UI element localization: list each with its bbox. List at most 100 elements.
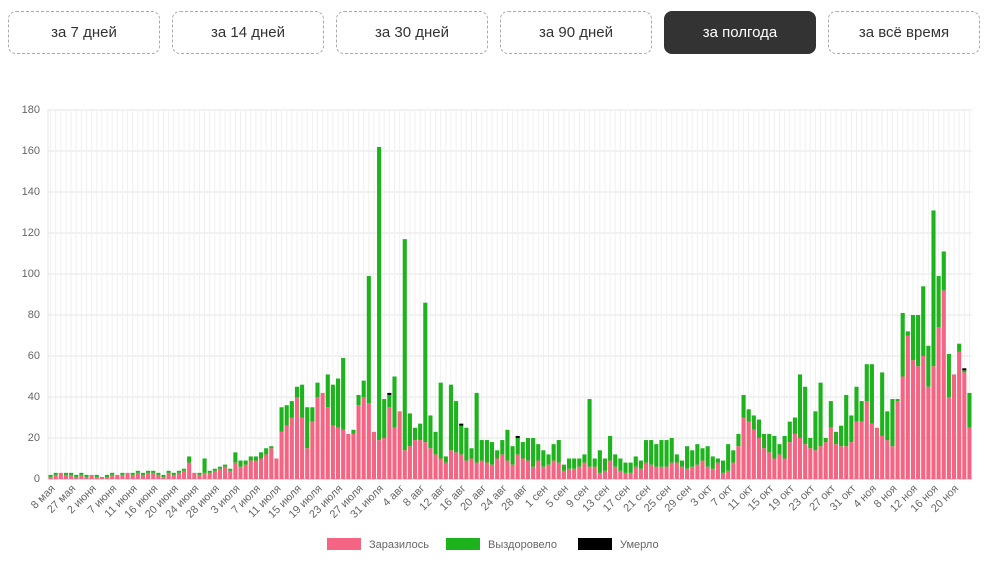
period-button[interactable]: за 90 дней [500, 11, 652, 54]
bar-segment [305, 407, 310, 449]
bar-segment [623, 472, 628, 479]
bar-segment [146, 470, 151, 473]
bar-segment [459, 425, 464, 455]
bar-segment [366, 403, 371, 479]
bar-segment [356, 405, 361, 479]
bar-segment [223, 466, 228, 479]
bar-segment [690, 450, 695, 467]
bar-segment [582, 454, 587, 463]
bar-segment [202, 458, 207, 473]
bar-segment [782, 435, 787, 459]
bar-segment [130, 472, 135, 475]
bar-segment [864, 401, 869, 479]
bar-segment [936, 327, 941, 479]
x-tick-label: 3 окт [688, 483, 714, 509]
bar-segment [412, 427, 418, 441]
bar-segment [685, 446, 690, 469]
bar-segment [212, 470, 217, 479]
bar-segment [962, 372, 967, 479]
bar-segment [515, 454, 520, 479]
bar-segment [587, 399, 592, 467]
bar-segment [361, 380, 366, 397]
bar-segment [120, 472, 125, 475]
bar-segment [649, 464, 654, 479]
bar-segment [890, 446, 895, 479]
bar-segment [849, 415, 854, 443]
bar-segment [633, 456, 638, 467]
bar-segment [582, 462, 587, 479]
bar-segment [556, 440, 561, 463]
bar-segment [546, 454, 551, 465]
bar-segment [833, 431, 839, 445]
bar-segment [505, 429, 510, 461]
bar-segment [438, 458, 443, 479]
bar-segment [823, 442, 828, 479]
bar-segment [854, 421, 859, 479]
bar-segment [515, 435, 520, 438]
bar-segment [941, 251, 946, 291]
period-button[interactable]: за полгода [664, 11, 816, 54]
bar-segment [423, 302, 428, 443]
bar-segment [541, 466, 546, 479]
bar-segment [813, 450, 818, 479]
bar-segment [330, 384, 335, 426]
bar-segment [910, 360, 916, 479]
bar-segment [679, 460, 685, 467]
bar-segment [161, 476, 166, 479]
bar-segment [695, 444, 700, 465]
bar-segment [63, 472, 69, 475]
bar-segment [79, 472, 84, 475]
bar-segment [890, 399, 895, 447]
bar-segment [895, 399, 900, 402]
bar-segment [720, 472, 726, 479]
bar-segment [479, 440, 484, 461]
bar-segment [510, 464, 515, 479]
bar-segment [823, 438, 828, 443]
period-button[interactable]: за 7 дней [8, 11, 160, 54]
bar-segment [895, 401, 900, 479]
bar-segment [151, 472, 156, 479]
bar-segment [654, 444, 659, 467]
bar-segment [187, 456, 192, 463]
bar-segment [669, 462, 674, 479]
bar-segment [474, 462, 479, 479]
bar-segment [926, 345, 931, 387]
period-button[interactable]: за всё время [828, 11, 980, 54]
bar-segment [946, 397, 951, 479]
bar-segment [967, 427, 972, 479]
bar-segment [859, 421, 864, 479]
bar-segment [238, 460, 243, 467]
bar-segment [84, 474, 89, 477]
bar-segment [146, 472, 151, 479]
bar-segment [387, 407, 392, 479]
bar-segment [767, 452, 772, 479]
bar-segment [546, 464, 551, 479]
bar-segment [382, 399, 387, 438]
bar-segment [484, 462, 489, 479]
bar-segment [772, 435, 777, 459]
bar-segment [962, 370, 967, 373]
bar-segment [608, 460, 613, 479]
period-button[interactable]: за 30 дней [336, 11, 488, 54]
bar-segment [931, 366, 936, 479]
bar-segment [171, 474, 176, 479]
y-tick-label: 0 [34, 473, 40, 485]
bar-segment [797, 438, 803, 479]
bar-segment [839, 425, 844, 447]
bar-segment [808, 448, 813, 479]
bar-segment [366, 276, 371, 404]
bar-segment [797, 374, 803, 438]
bar-segment [207, 470, 212, 473]
bar-segment [115, 474, 120, 479]
bar-segment [715, 458, 720, 463]
bar-segment [310, 407, 315, 422]
bar-segment [48, 476, 53, 479]
bar-segment [536, 460, 541, 479]
bar-segment [377, 146, 382, 441]
period-button[interactable]: за 14 дней [172, 11, 324, 54]
bar-segment [335, 427, 341, 479]
bar-segment [325, 407, 330, 479]
bar-segment [330, 425, 335, 479]
bar-segment [762, 448, 767, 479]
bar-segment [541, 450, 546, 467]
